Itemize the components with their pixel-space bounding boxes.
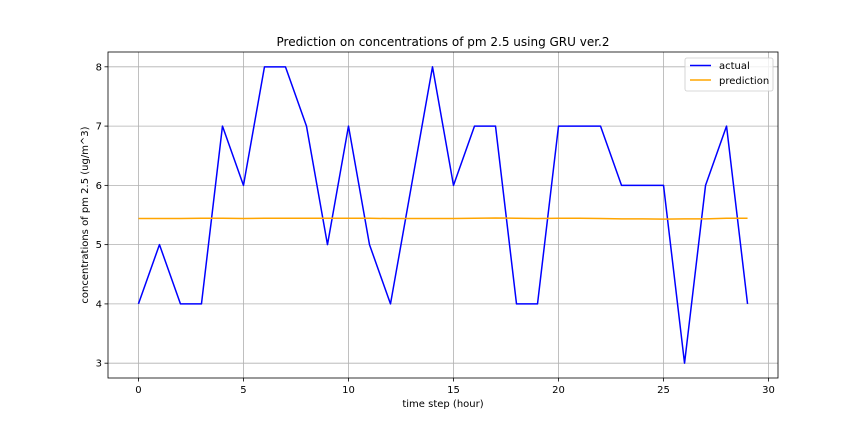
y-axis-label: concentrations of pm 2.5 (ug/m^3) — [80, 126, 91, 303]
y-tick-label: 6 — [96, 181, 102, 192]
x-tick-label: 0 — [135, 385, 141, 396]
x-tick-label: 5 — [240, 385, 246, 396]
x-tick-label: 10 — [342, 385, 355, 396]
legend-label-prediction: prediction — [719, 76, 769, 87]
y-tick-label: 8 — [96, 62, 102, 73]
y-tick-label: 5 — [96, 240, 102, 251]
x-tick-label: 30 — [762, 385, 775, 396]
x-tick-label: 15 — [447, 385, 460, 396]
y-tick-label: 4 — [96, 299, 102, 310]
chart-title: Prediction on concentrations of pm 2.5 u… — [277, 35, 610, 49]
x-axis-label: time step (hour) — [402, 399, 483, 410]
plot-frame — [107, 51, 779, 379]
y-tick-label: 7 — [96, 122, 102, 133]
series-line-actual — [137, 66, 749, 364]
axis-ticks: 0 5 10 15 20 25 30 3 4 5 6 7 8 — [96, 62, 775, 396]
legend: actual prediction — [684, 57, 774, 92]
x-tick-label: 20 — [552, 385, 565, 396]
series-lines — [137, 66, 749, 364]
series-line-prediction — [138, 217, 748, 220]
grid — [108, 52, 778, 378]
x-tick-label: 25 — [657, 385, 670, 396]
legend-label-actual: actual — [719, 61, 750, 72]
y-tick-label: 3 — [96, 359, 102, 370]
